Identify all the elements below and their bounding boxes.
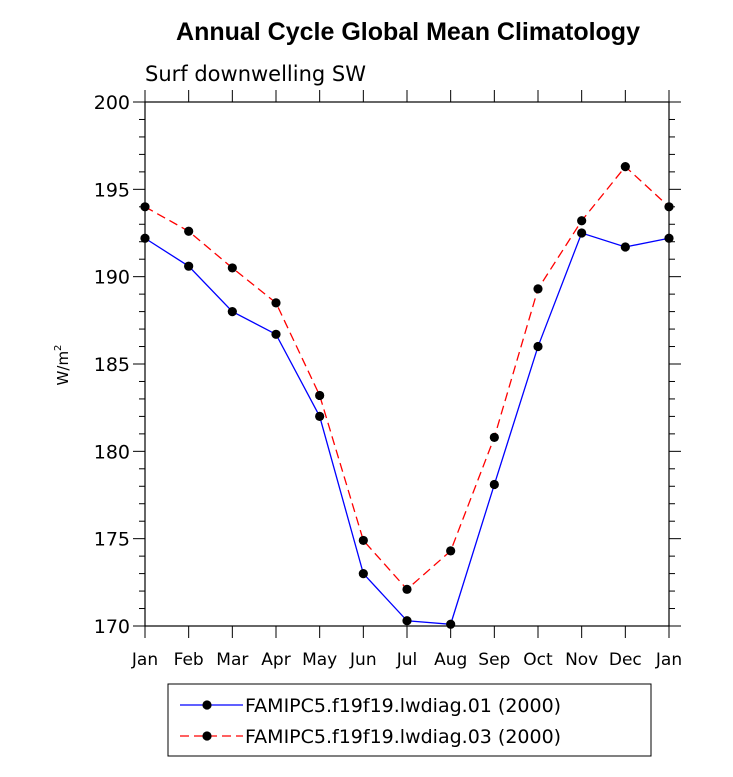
series-1-point (489, 479, 499, 490)
legend: FAMIPC5.f19f19.lwdiag.01 (2000) FAMIPC5.f… (167, 683, 652, 757)
series-1-point (533, 341, 543, 352)
series-2-point (489, 432, 499, 442)
series-2-point (577, 216, 587, 226)
series-2-point (446, 546, 456, 556)
series-2-point (358, 535, 368, 546)
y-axis-label: W/m2 (53, 345, 72, 386)
series-2-point (533, 284, 543, 294)
series-2-point (271, 298, 281, 308)
y-tick-label: 170 (94, 616, 130, 638)
x-tick-label: Feb (174, 650, 204, 670)
series-2-point (184, 226, 194, 236)
x-tick-label: Nov (565, 650, 598, 670)
legend-marker-2 (202, 731, 212, 741)
legend-marker-1 (202, 700, 212, 710)
series-1-point (577, 228, 587, 238)
legend-label-2: FAMIPC5.f19f19.lwdiag.03 (2000) (245, 726, 561, 748)
series-1-point (315, 411, 325, 421)
x-axis-tick-labels: Jan Feb Mar Apr May Jun Jul Aug Sep Oct Nov Dec Jan (131, 650, 682, 670)
y-tick-label: 175 (94, 529, 130, 551)
y-axis-label-superscript: 2 (53, 345, 64, 351)
series-2-point (227, 263, 237, 273)
series-1-point (446, 619, 456, 629)
series-line-1 (144, 232, 670, 625)
x-tick-label: Jun (349, 650, 377, 670)
series-2-point (620, 162, 630, 172)
x-tick-label: Sep (478, 650, 510, 670)
series-1-point (358, 569, 368, 579)
legend-box (167, 683, 652, 757)
series-2-point (315, 390, 325, 401)
y-tick-label: 180 (94, 441, 130, 463)
series-1-point (227, 307, 237, 317)
series-1-point (620, 242, 630, 252)
x-tick-label: Jan (131, 650, 158, 670)
y-tick-label: 195 (94, 179, 130, 201)
chart-title: Annual Cycle Global Mean Climatology (176, 18, 640, 46)
x-tick-label: Dec (609, 650, 642, 670)
legend-label-1: FAMIPC5.f19f19.lwdiag.01 (2000) (245, 695, 561, 717)
x-tick-label: Jan (655, 650, 682, 670)
x-tick-label: Aug (434, 650, 467, 670)
x-tick-label: Oct (523, 650, 553, 670)
series-1-point (184, 261, 194, 271)
plot-frame (144, 101, 670, 627)
y-tick-label: 190 (94, 267, 130, 289)
y-axis-tick-labels: 170 175 180 185 190 195 200 (94, 92, 130, 638)
x-tick-label: May (302, 650, 337, 670)
series-1-point (402, 616, 412, 626)
chart-subtitle: Surf downwelling SW (145, 62, 366, 86)
series-layer (140, 162, 674, 629)
x-tick-label: Mar (216, 650, 248, 670)
x-tick-label: Jul (396, 650, 418, 670)
x-tick-label: Apr (261, 650, 290, 670)
series-2-point (402, 584, 412, 594)
series-line-2 (144, 165, 670, 591)
series-1-point (271, 329, 281, 339)
axis-ticks (133, 90, 681, 638)
y-tick-label: 200 (94, 92, 130, 114)
y-axis-label-unit: W/m (54, 351, 72, 386)
y-tick-label: 185 (94, 354, 130, 376)
